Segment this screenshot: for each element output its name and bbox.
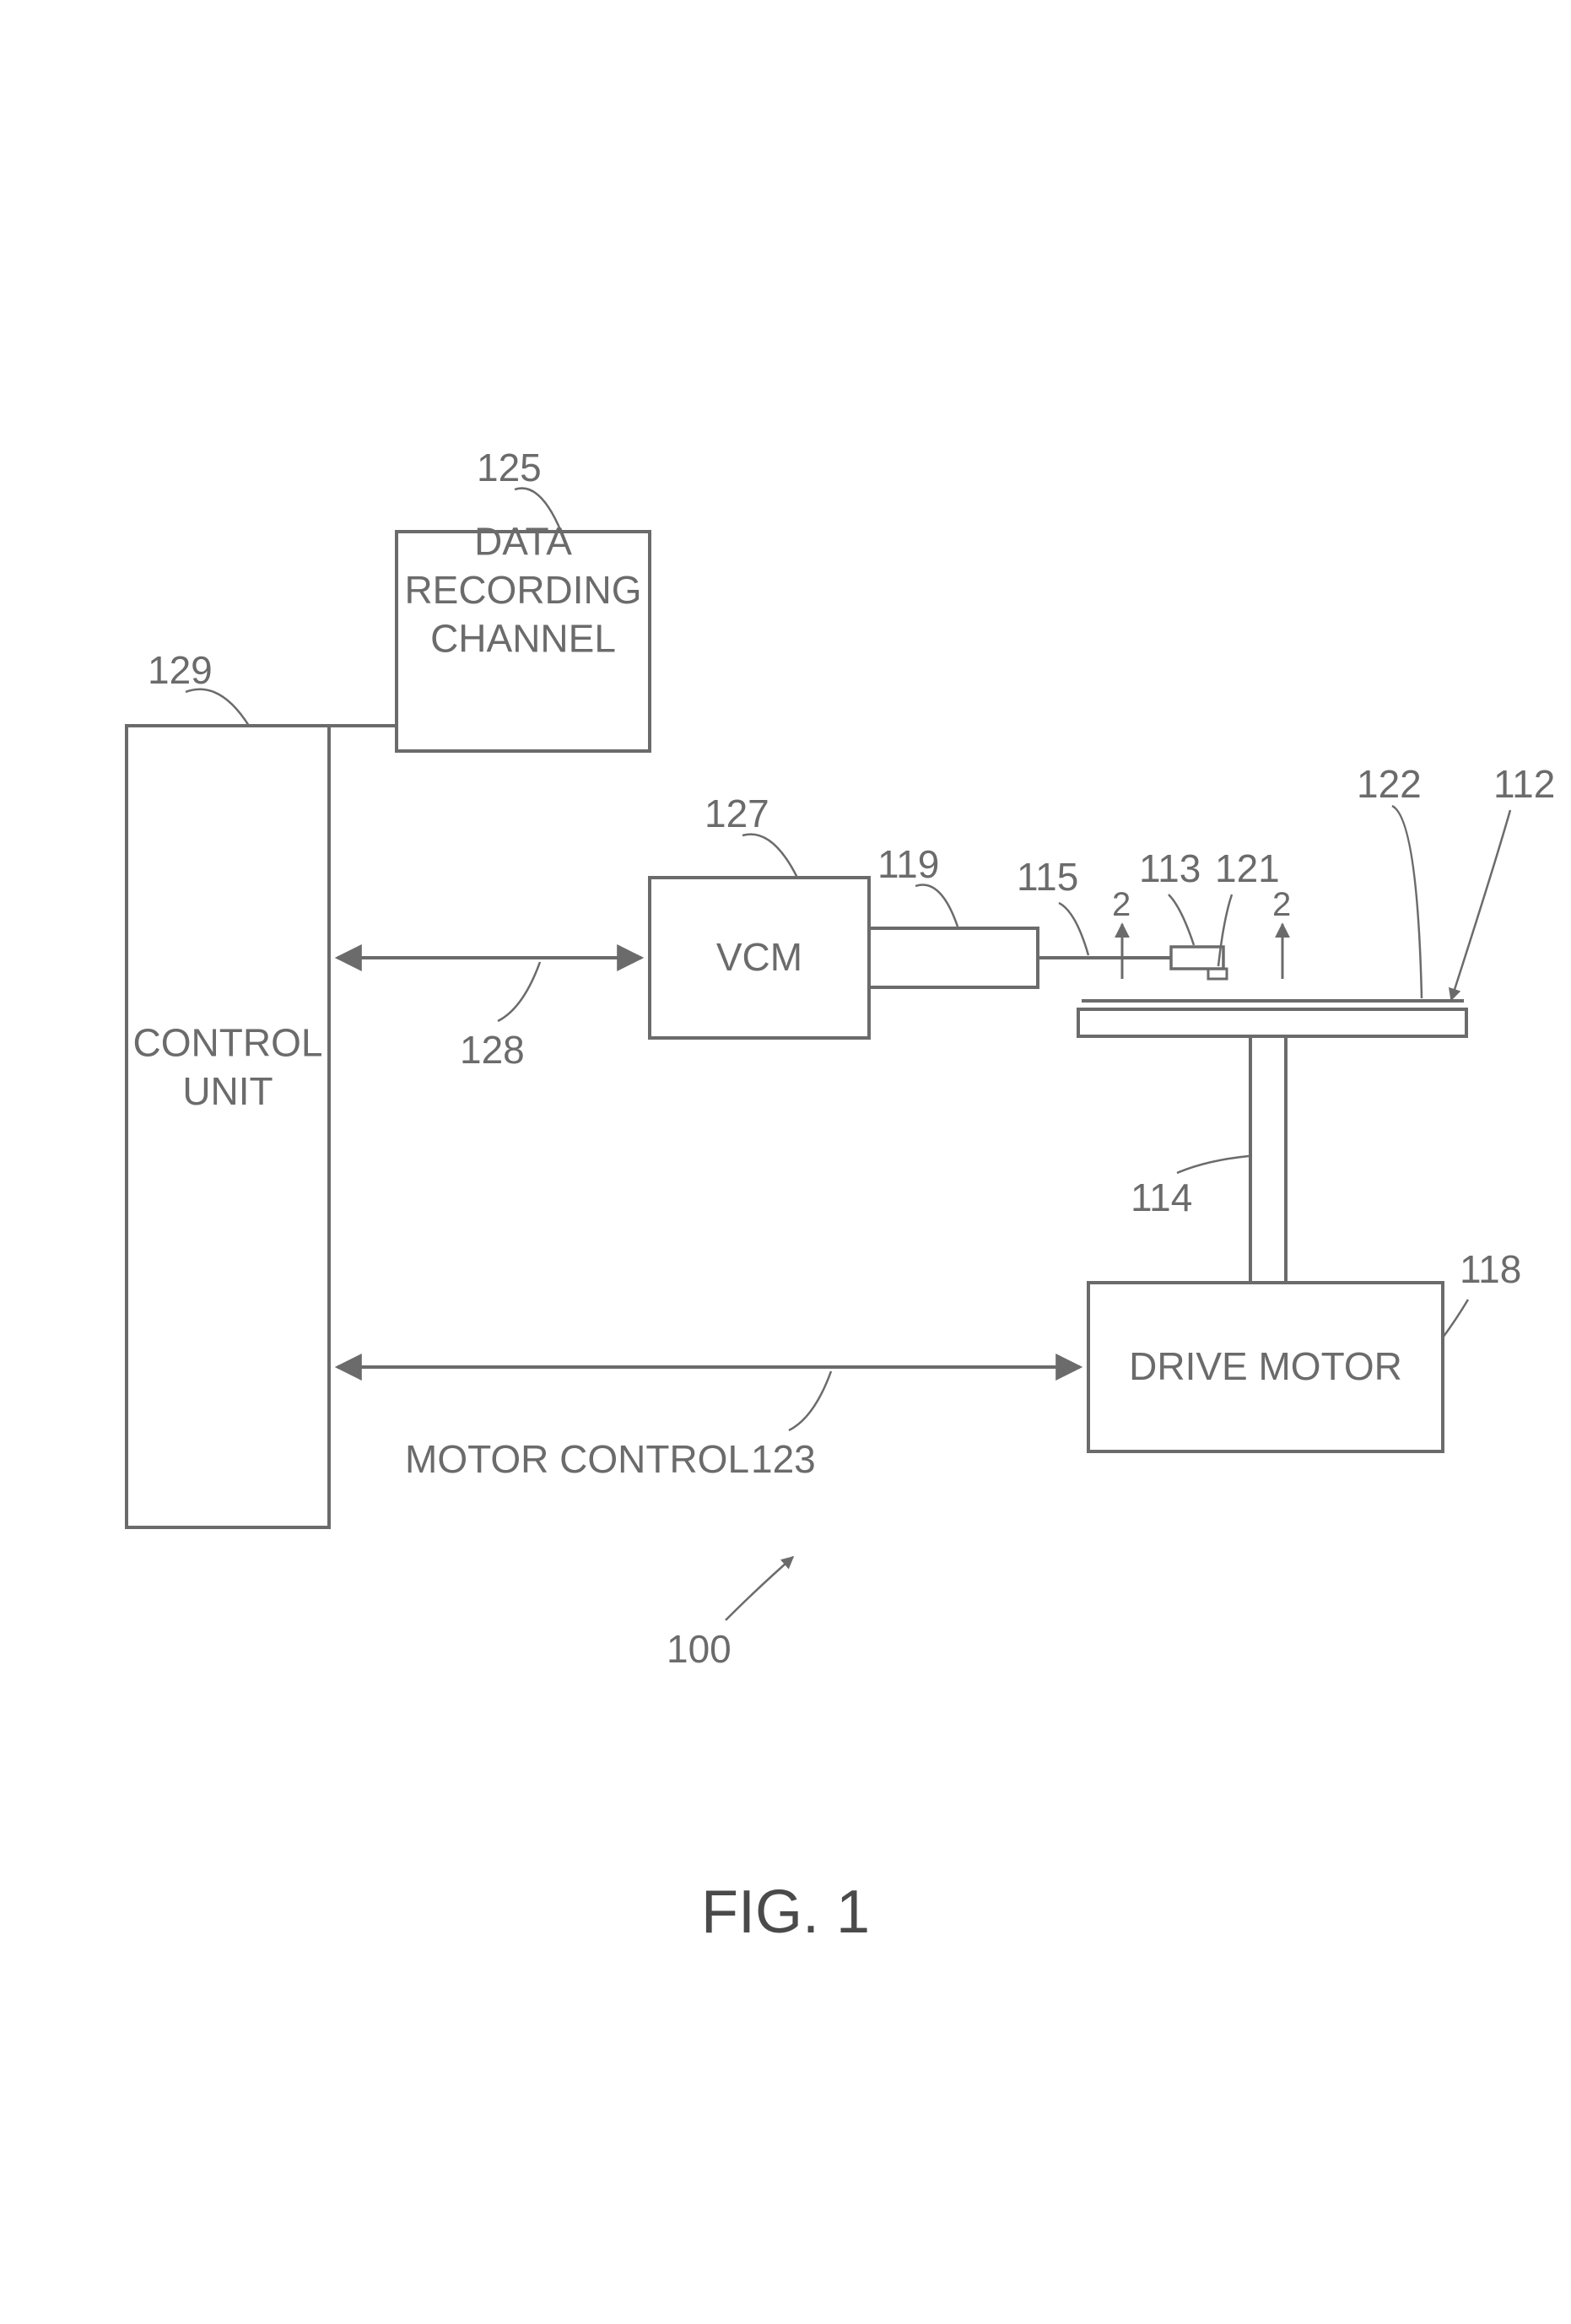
control-unit-block: CONTROLUNIT [127,726,329,1527]
svg-text:129: 129 [148,648,213,692]
motor-control-ref: 123 [751,1437,816,1481]
svg-text:125: 125 [477,446,542,489]
assembly-ref: 100 [667,1557,793,1671]
vcm-ref: 127 [705,792,797,878]
head-ref: 121 [1215,846,1280,890]
svg-text:100: 100 [667,1627,732,1671]
disk: 122 112 [1078,762,1555,1036]
drive-motor-label: DRIVE MOTOR [1129,1344,1402,1388]
control-unit-ref: 129 [148,648,249,726]
actuator-arm-ref: 119 [877,842,939,886]
section-marker-left: 2 [1112,886,1131,979]
svg-text:127: 127 [705,792,769,835]
control-to-drc2 [228,641,397,726]
svg-text:118: 118 [1460,1247,1521,1291]
svg-text:2: 2 [1272,886,1291,923]
drive-motor-ref: 118 [1443,1247,1521,1338]
slider-ref: 113 [1139,846,1201,890]
data-recording-channel-block: DATARECORDINGCHANNEL [397,520,650,752]
control-unit-label: CONTROLUNIT [133,1020,323,1113]
diagram-svg: CONTROLUNIT 129 DATARECORDINGCHANNEL 125… [0,0,1571,2324]
actuator-arm: 119 [869,842,1038,987]
drc-label: DATARECORDINGCHANNEL [404,520,641,661]
spindle-ref: 114 [1131,1176,1192,1219]
vcm-block: VCM [650,878,869,1038]
motor-control-label: MOTOR CONTROL [405,1437,749,1481]
spindle: 114 [1131,1036,1286,1283]
vcm-link-ref: 128 [460,1028,525,1072]
section-marker-right: 2 [1272,886,1291,979]
head [1208,969,1227,979]
disk-surface-ref: 122 [1357,762,1422,806]
svg-text:2: 2 [1112,886,1131,923]
suspension-ref: 115 [1017,855,1078,899]
vcm-link: 128 [337,958,641,1072]
disk-ref: 112 [1493,762,1555,806]
vcm-label: VCM [716,935,802,979]
figure-label: FIG. 1 [701,1878,870,1946]
drive-motor-block: DRIVE MOTOR [1088,1283,1443,1451]
motor-control-link: MOTOR CONTROL 123 [337,1367,1080,1481]
